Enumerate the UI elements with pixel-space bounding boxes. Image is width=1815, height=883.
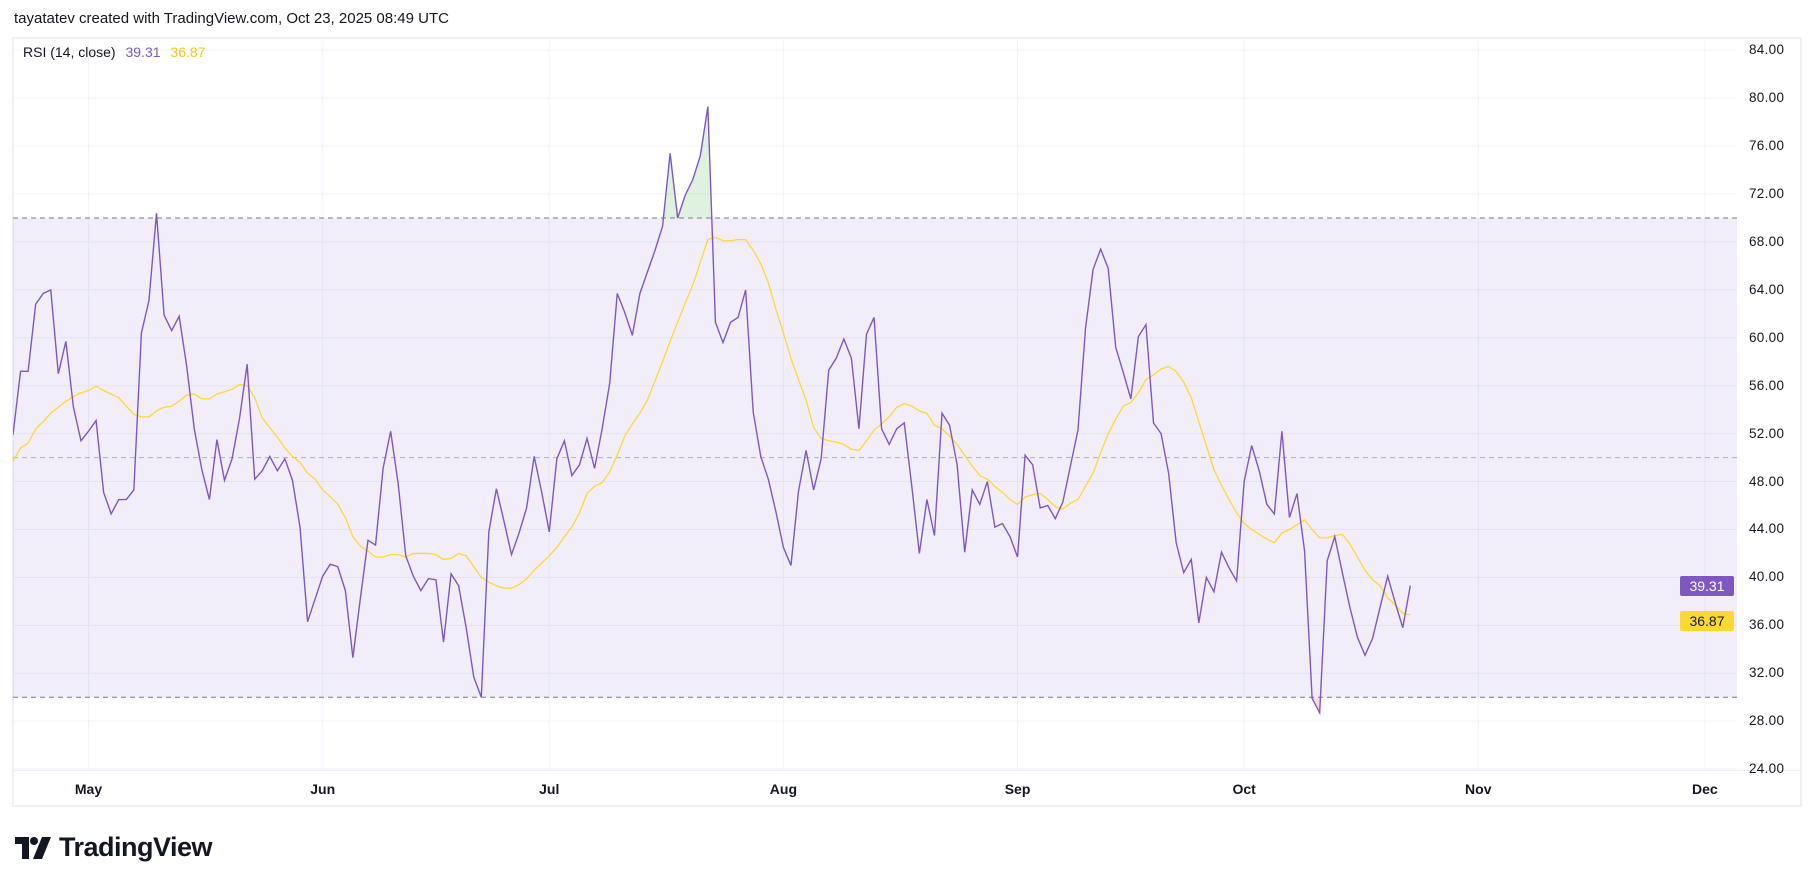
indicator-legend[interactable]: RSI (14, close) 39.31 36.87: [23, 44, 211, 60]
x-tick-label: Dec: [1692, 781, 1718, 797]
x-tick-label: Sep: [1004, 781, 1031, 797]
rsi-band-fill: [13, 218, 1737, 698]
y-tick-label: 36.00: [1749, 617, 1785, 633]
x-tick-label: May: [74, 781, 103, 797]
x-tick-label: Aug: [769, 781, 797, 797]
y-tick-label: 28.00: [1749, 713, 1785, 729]
y-tick-label: 76.00: [1749, 138, 1785, 154]
y-tick-label: 68.00: [1749, 233, 1785, 249]
y-tick-label: 60.00: [1749, 329, 1785, 345]
chart-frame: [12, 37, 1802, 807]
rsi-plot-area[interactable]: [13, 38, 1737, 770]
attribution-text: tayatatev created with TradingView.com, …: [14, 10, 449, 27]
rsi-ma-line: [13, 236, 1411, 616]
x-tick-label: Oct: [1232, 781, 1256, 797]
y-tick-label: 64.00: [1749, 281, 1785, 297]
time-axis-divider: [13, 770, 1802, 771]
x-tick-label: Jul: [539, 781, 560, 797]
y-tick-label: 24.00: [1749, 761, 1785, 777]
x-tick-label: Jun: [310, 781, 336, 797]
y-tick-label: 48.00: [1749, 473, 1785, 489]
y-tick-label: 56.00: [1749, 377, 1785, 393]
x-tick-label: Nov: [1465, 781, 1492, 797]
y-tick-label: 44.00: [1749, 521, 1785, 537]
y-tick-label: 72.00: [1749, 186, 1785, 202]
y-tick-label: 32.00: [1749, 665, 1785, 681]
tradingview-logo-text: TradingView: [59, 832, 213, 862]
y-tick-label: 84.00: [1749, 42, 1785, 58]
tradingview-logo[interactable]: TradingView: [15, 832, 213, 863]
legend-rsi-value: 39.31: [125, 44, 161, 60]
tradingview-logo-icon: [15, 836, 51, 859]
ma-last-value-badge: 36.87: [1680, 610, 1734, 631]
rsi-line: [13, 106, 1411, 716]
legend-ma-value: 36.87: [170, 44, 206, 60]
legend-label: RSI (14, close): [23, 44, 116, 60]
rsi-last-value-badge: 39.31: [1680, 575, 1734, 596]
y-tick-label: 40.00: [1749, 569, 1785, 585]
y-tick-label: 52.00: [1749, 425, 1785, 441]
y-tick-label: 80.00: [1749, 90, 1785, 106]
